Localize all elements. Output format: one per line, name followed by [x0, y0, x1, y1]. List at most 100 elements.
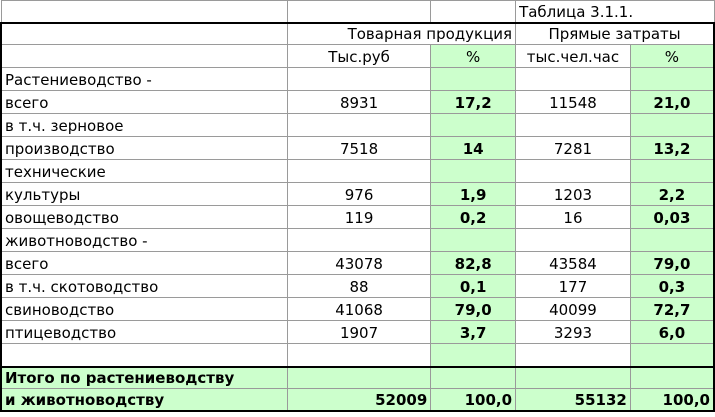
output-value: 1907 — [286, 320, 432, 344]
total-row: Итого по растениеводству — [0, 365, 715, 389]
row-label-line2: культуры — [0, 182, 288, 206]
output-value: 88 — [286, 274, 432, 298]
row-label-line2: производство — [0, 136, 288, 160]
header-stub — [0, 22, 288, 45]
output-value: 8931 — [286, 90, 432, 114]
total-label-line2: и животноводству — [0, 388, 288, 412]
costs-percent: 13,2 — [629, 136, 715, 160]
row-label-line2: свиноводство — [0, 297, 288, 321]
table-caption: Таблица 3.1.1. — [515, 0, 715, 24]
total-label-line1: Итого по растениеводству — [0, 365, 288, 389]
empty-cell — [629, 67, 715, 91]
table-row: технические — [0, 159, 715, 183]
empty-cell — [286, 159, 432, 183]
empty-cell — [286, 365, 432, 389]
empty-cell — [0, 343, 288, 367]
output-value: 43078 — [286, 251, 432, 275]
header-percent-output: % — [430, 44, 517, 68]
empty-cell — [430, 365, 517, 389]
costs-percent: 72,7 — [629, 297, 715, 321]
group-header-row: Товарная продукция Прямые затраты — [0, 22, 715, 45]
costs-percent: 2,2 — [629, 182, 715, 206]
empty-cell — [0, 0, 288, 24]
table-row: животноводство - — [0, 228, 715, 252]
costs-value: 7281 — [515, 136, 631, 160]
header-direct-costs: Прямые затраты — [515, 22, 715, 45]
empty-cell — [430, 228, 517, 252]
table-row: всего 43078 82,8 43584 79,0 — [0, 251, 715, 275]
header-thousand-man-hours: тыс.чел.час — [515, 44, 631, 68]
empty-cell — [629, 228, 715, 252]
empty-cell — [515, 365, 631, 389]
table-row: всего 8931 17,2 11548 21,0 — [0, 90, 715, 114]
total-output-value: 52009 — [286, 388, 432, 412]
output-value: 41068 — [286, 297, 432, 321]
row-label-line1: технические — [0, 159, 288, 183]
table-row: Растениеводство - — [0, 67, 715, 91]
row-label-line1: в т.ч. зерновое — [0, 113, 288, 137]
empty-cell — [286, 113, 432, 137]
costs-value: 16 — [515, 205, 631, 229]
costs-percent: 79,0 — [629, 251, 715, 275]
empty-cell — [515, 67, 631, 91]
empty-cell — [515, 113, 631, 137]
empty-cell — [286, 0, 432, 24]
empty-cell — [629, 113, 715, 137]
row-label-line1: животноводство - — [0, 228, 288, 252]
row-label-line1: Растениеводство - — [0, 67, 288, 91]
empty-cell — [430, 159, 517, 183]
costs-value: 177 — [515, 274, 631, 298]
output-value: 976 — [286, 182, 432, 206]
costs-value: 43584 — [515, 251, 631, 275]
empty-cell — [629, 365, 715, 389]
output-percent: 0,1 — [430, 274, 517, 298]
table-row: овощеводство 119 0,2 16 0,03 — [0, 205, 715, 229]
empty-cell — [430, 0, 517, 24]
output-percent: 17,2 — [430, 90, 517, 114]
costs-percent: 0,03 — [629, 205, 715, 229]
output-percent: 3,7 — [430, 320, 517, 344]
row-label-line2: овощеводство — [0, 205, 288, 229]
empty-cell — [286, 343, 432, 367]
total-costs-value: 55132 — [515, 388, 631, 412]
empty-cell — [629, 159, 715, 183]
costs-percent: 0,3 — [629, 274, 715, 298]
empty-cell — [430, 67, 517, 91]
header-commodity-output: Товарная продукция — [286, 22, 517, 45]
costs-value: 3293 — [515, 320, 631, 344]
costs-value: 11548 — [515, 90, 631, 114]
costs-percent: 6,0 — [629, 320, 715, 344]
output-percent: 0,2 — [430, 205, 517, 229]
costs-percent: 21,0 — [629, 90, 715, 114]
header-percent-costs: % — [629, 44, 715, 68]
output-percent: 82,8 — [430, 251, 517, 275]
table-row: в т.ч. зерновое — [0, 113, 715, 137]
total-output-percent: 100,0 — [430, 388, 517, 412]
empty-cell — [515, 159, 631, 183]
table-row: производство 7518 14 7281 13,2 — [0, 136, 715, 160]
total-row: и животноводству 52009 100,0 55132 100,0 — [0, 388, 715, 412]
empty-cell — [515, 343, 631, 367]
empty-cell — [629, 343, 715, 367]
table-row: культуры 976 1,9 1203 2,2 — [0, 182, 715, 206]
header-stub — [0, 44, 288, 68]
costs-value: 40099 — [515, 297, 631, 321]
empty-cell — [286, 228, 432, 252]
table-row: в т.ч. скотоводство 88 0,1 177 0,3 — [0, 274, 715, 298]
output-percent: 79,0 — [430, 297, 517, 321]
empty-cell — [286, 67, 432, 91]
total-costs-percent: 100,0 — [629, 388, 715, 412]
row-label-line2: птицеводство — [0, 320, 288, 344]
row-label-line2: всего — [0, 90, 288, 114]
spacer-row — [0, 343, 715, 367]
empty-cell — [430, 113, 517, 137]
header-thousand-rub: Тыс.руб — [286, 44, 432, 68]
unit-header-row: Тыс.руб % тыс.чел.час % — [0, 44, 715, 68]
row-label-line2: всего — [0, 251, 288, 275]
empty-cell — [515, 228, 631, 252]
table-row: птицеводство 1907 3,7 3293 6,0 — [0, 320, 715, 344]
caption-row: Таблица 3.1.1. — [0, 0, 715, 24]
output-value: 7518 — [286, 136, 432, 160]
costs-value: 1203 — [515, 182, 631, 206]
